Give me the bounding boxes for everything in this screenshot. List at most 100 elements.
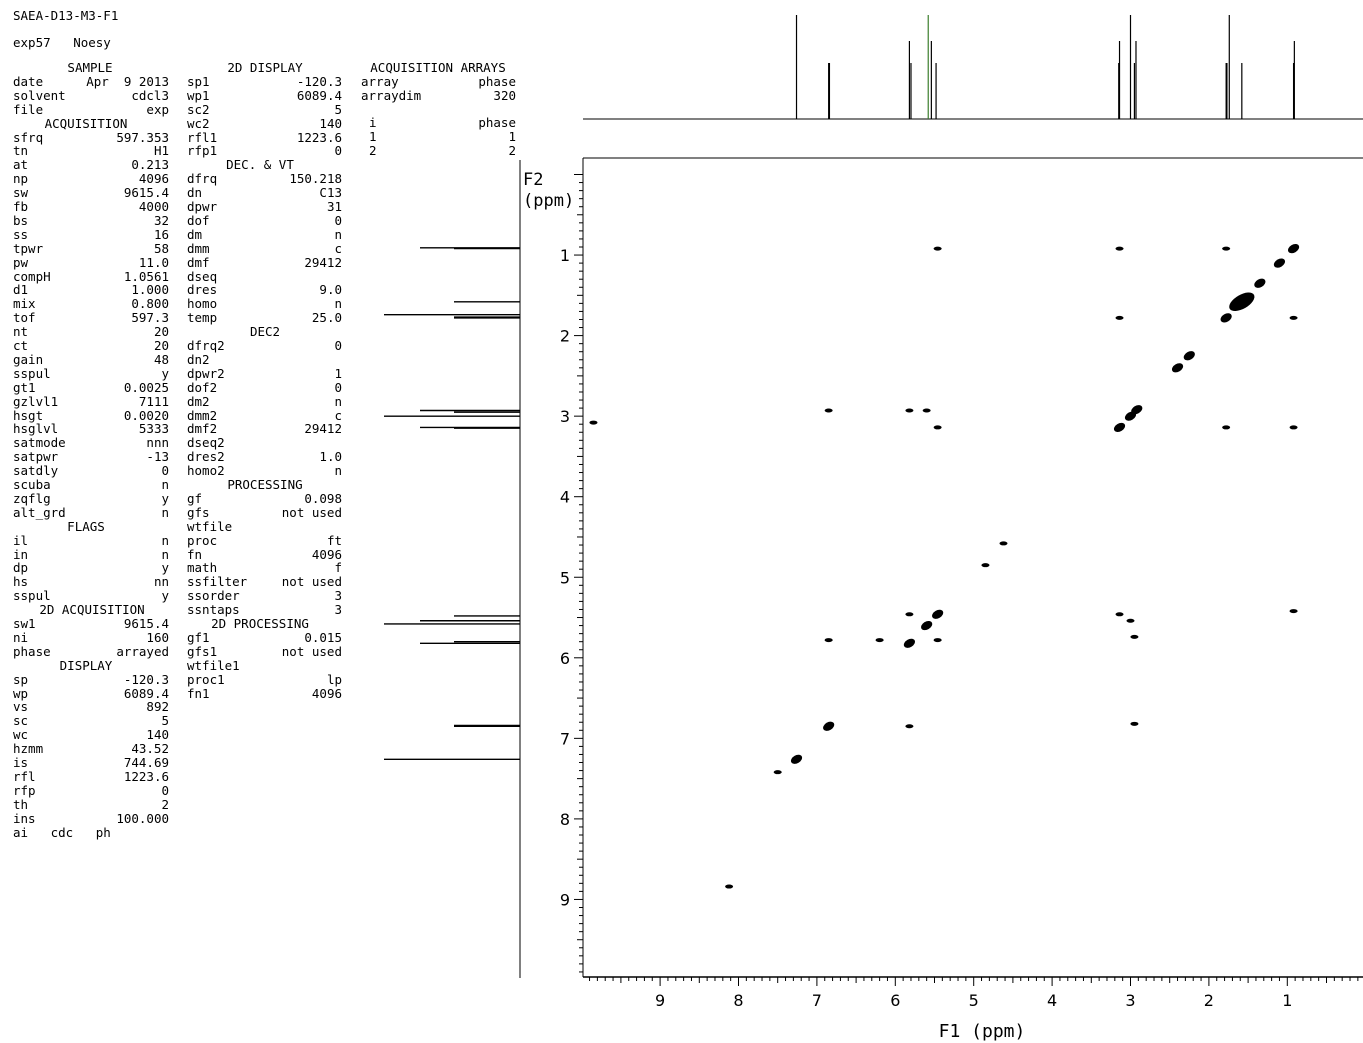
param-value: phase (478, 73, 516, 89)
param-label: compH (13, 268, 51, 284)
param-value: not used (281, 574, 342, 590)
param-value: c (334, 407, 342, 423)
param-value: 0.213 (131, 157, 169, 173)
parameter-listing: SAEA-D13-M3-F1 exp57 Noesy SAMPLE date Apr 9… (0, 0, 520, 900)
param-value: 0 (334, 379, 342, 395)
param-value: 0 (161, 782, 169, 798)
param-label: nt (13, 324, 29, 340)
param-label: dn2 (187, 351, 210, 367)
param-value: 100.000 (116, 810, 169, 826)
param-value: 9.0 (319, 282, 342, 298)
param-value: not used (281, 643, 342, 659)
param-label: dmf2 (187, 421, 218, 437)
param-label: np (13, 171, 29, 187)
param-label: d1 (13, 282, 29, 298)
array-table-cell: 2 (369, 142, 377, 158)
param-label: gf (187, 490, 203, 506)
param-label: sfrq (13, 129, 44, 145)
param-label: gfs (187, 504, 210, 520)
param-value: 0 (334, 143, 342, 159)
param-value: n (334, 226, 342, 242)
x-tick-label: 5 (969, 991, 979, 1010)
param-label: ins (13, 810, 36, 826)
param-label: gzlvl1 (13, 393, 59, 409)
param-label: homo2 (187, 463, 225, 479)
param-label: dm (187, 226, 203, 242)
param-value: n (161, 477, 169, 492)
param-label: gain (13, 351, 44, 367)
param-value: 16 (153, 226, 169, 242)
param-value: 20 (153, 324, 169, 340)
param-value: 4096 (311, 546, 342, 562)
param-label: sw (13, 185, 29, 201)
param-value: n (161, 532, 169, 548)
param-value: 6089.4 (123, 685, 169, 701)
param-label: rfp (13, 782, 36, 798)
param-value: lp (326, 671, 342, 687)
param-label: dn (187, 185, 203, 201)
y-axis-label: F2 (ppm) (523, 170, 574, 211)
param-label: dpwr (187, 199, 218, 214)
param-label: rfp1 (187, 143, 218, 159)
param-value: H1 (153, 143, 169, 159)
param-label: fn1 (187, 685, 210, 701)
param-value: 11.0 (138, 254, 169, 270)
param-label: math (187, 560, 218, 576)
param-value: 4000 (138, 199, 169, 214)
param-heading: FLAGS (67, 518, 105, 534)
param-label: dfrq (187, 171, 218, 187)
param-heading: DEC. & VT (226, 157, 294, 173)
cross-peak (905, 612, 914, 617)
param-label: dres (187, 282, 218, 298)
param-value: 48 (153, 351, 169, 367)
param-value: 32 (153, 212, 169, 228)
param-value: cdcl3 (131, 87, 169, 103)
cross-peak (824, 408, 833, 413)
diagonal-peak (921, 620, 933, 631)
param-value: 744.69 (123, 755, 169, 770)
param-label: dm2 (187, 393, 210, 409)
param-label: pw (13, 254, 29, 270)
param-value: y (161, 490, 169, 506)
param-label: rfl1 (187, 129, 218, 145)
y-tick-label: 7 (560, 729, 570, 748)
param-label: mix (13, 296, 36, 312)
param-value: nn (153, 574, 169, 590)
param-heading: 2D PROCESSING (211, 616, 309, 631)
param-value: 597.3 (131, 310, 169, 326)
diagonal-peak (932, 609, 944, 619)
param-value: f (334, 560, 342, 576)
cross-peak (1130, 721, 1139, 726)
diagonal-peak (903, 638, 915, 648)
param-value: 0 (334, 338, 342, 353)
diagonal-peak (1229, 292, 1255, 312)
param-label: sspul (13, 365, 51, 381)
param-value: 0.098 (304, 490, 342, 506)
param-label: dmf (187, 254, 210, 270)
param-label: phase (13, 643, 51, 659)
param-label: sc2 (187, 101, 210, 117)
param-value: n (334, 463, 342, 479)
cross-peak (1115, 246, 1124, 251)
param-label: sw1 (13, 616, 36, 631)
cross-peak (725, 884, 734, 889)
param-label: wp (13, 685, 29, 701)
param-label: ssntaps (187, 602, 240, 618)
x-tick-label: 4 (1047, 991, 1057, 1010)
param-value: 25.0 (311, 310, 342, 326)
param-label: at (13, 157, 29, 173)
param-label: vs (13, 699, 29, 715)
param-value: ft (326, 532, 342, 548)
param-label: dmm2 (187, 407, 218, 423)
x-tick-label: 2 (1204, 991, 1214, 1010)
param-value: nnn (146, 435, 169, 451)
param-value: arrayed (116, 643, 169, 659)
param-label: gfs1 (187, 643, 218, 659)
param-value: 5333 (138, 421, 169, 437)
param-value: y (161, 588, 169, 604)
param-label: wtfile (187, 518, 233, 534)
y-tick-label: 9 (560, 890, 570, 909)
param-label: date (13, 73, 44, 89)
param-heading: ACQUISITION ARRAYS (370, 60, 506, 75)
